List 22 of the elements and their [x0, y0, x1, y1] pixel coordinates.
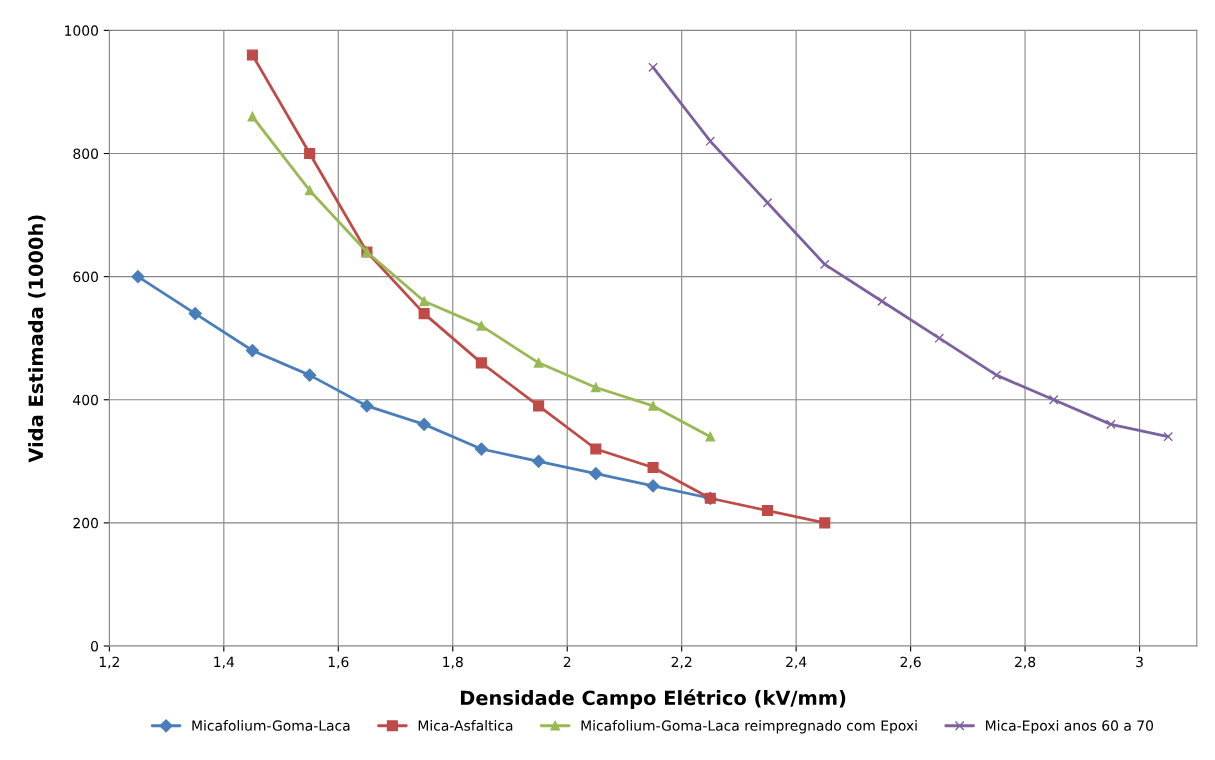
legend-label: Micafolium-Goma-Laca: [192, 720, 350, 731]
y-tick-label: 800: [73, 148, 99, 159]
x-tick-label: 3: [1136, 656, 1143, 668]
x-tick-label: 2,2: [671, 656, 692, 669]
y-tick-label: 0: [91, 640, 99, 652]
y-tick-label: 400: [73, 394, 99, 406]
legend-label: Micafolium-Goma-Laca reimpregnado com Epoxi: [581, 720, 917, 734]
legend-label: Mica-Epoxi anos 60 a 70: [986, 720, 1154, 734]
x-tick-label: 2,6: [900, 656, 921, 669]
y-tick-label: 600: [73, 271, 99, 283]
y-tick-label: 200: [73, 517, 99, 529]
x-tick-label: 1,2: [99, 656, 119, 669]
legend-label: Mica-Asfaltica: [418, 720, 513, 731]
x-tick-label: 2: [563, 656, 571, 667]
x-tick-label: 1,6: [328, 656, 349, 669]
x-tick-label: 2,8: [1015, 656, 1036, 669]
y-axis-title: Vida Estimada (1000h): [28, 215, 46, 463]
x-axis-title: Densidade Campo Elétrico (kV/mm): [460, 689, 846, 709]
x-tick-label: 1,4: [214, 656, 235, 669]
x-tick-label: 2,4: [786, 656, 807, 669]
y-tick-label: 1000: [65, 25, 99, 36]
x-tick-label: 1,8: [443, 656, 463, 669]
